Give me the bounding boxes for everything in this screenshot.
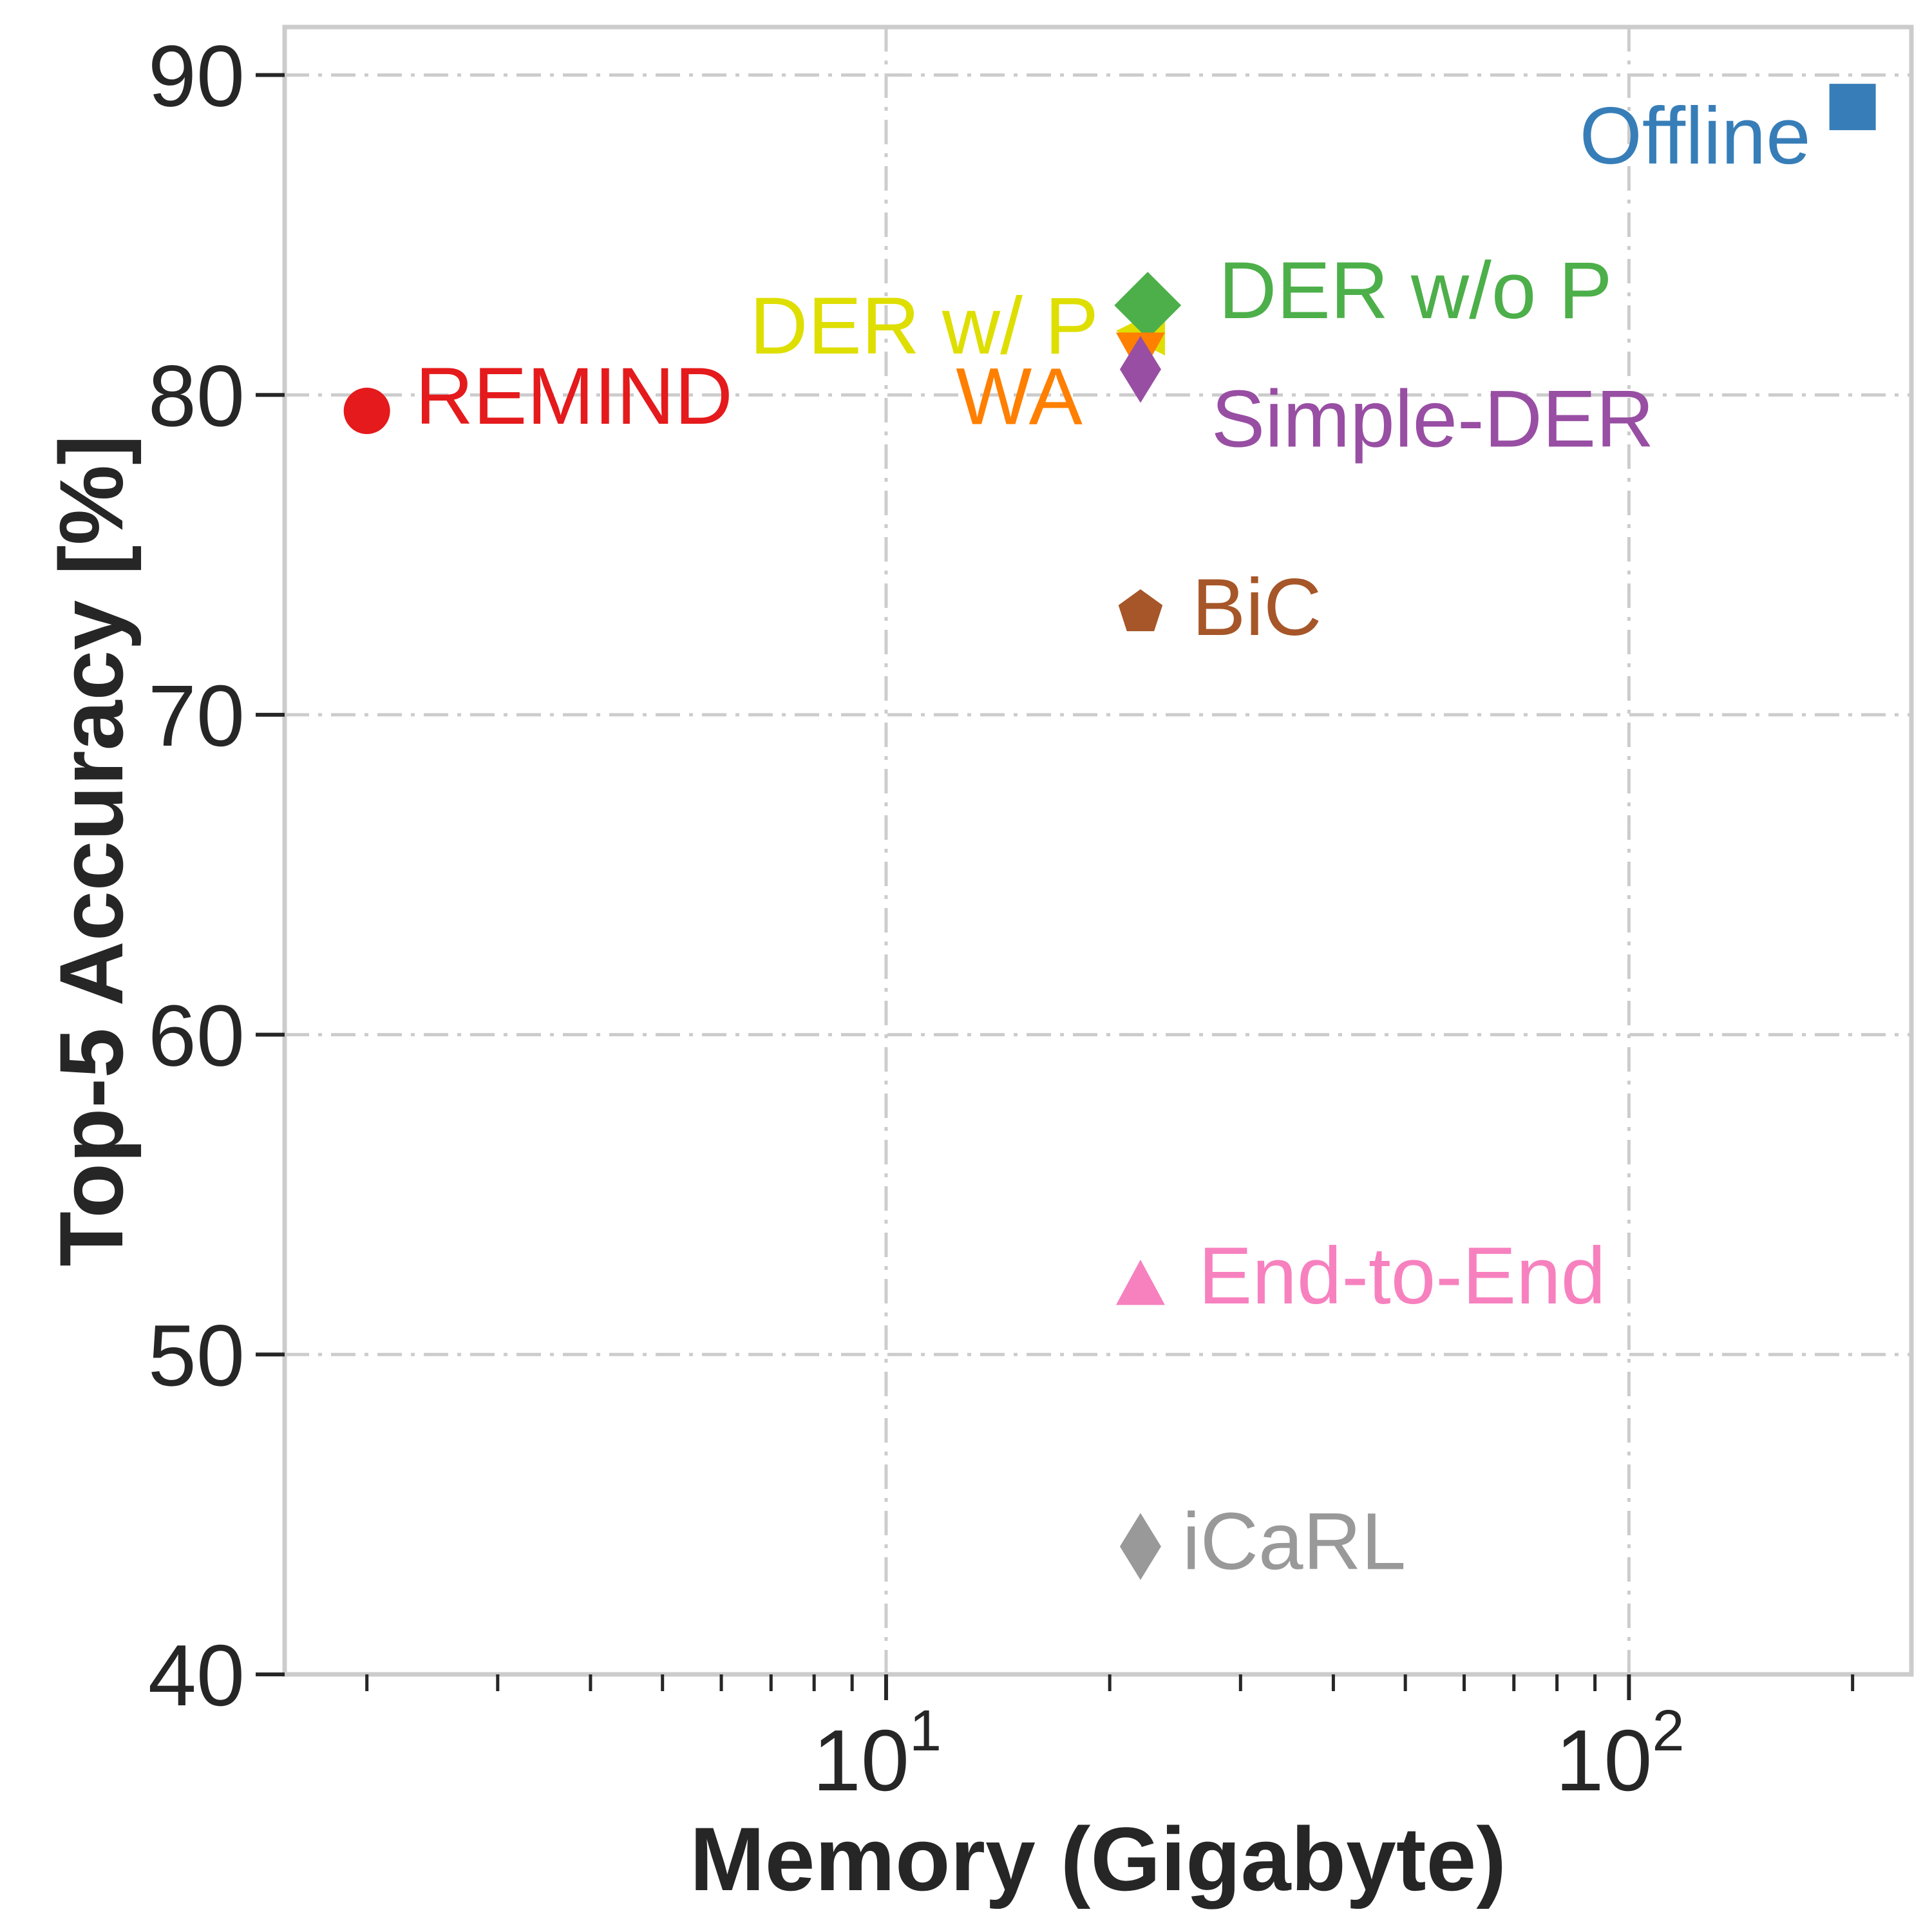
point-simple-der (1119, 336, 1161, 403)
y-tick-label: 60 (148, 987, 245, 1084)
point-offline (1829, 84, 1876, 131)
label-bic: BiC (1192, 563, 1321, 652)
y-tick-label: 70 (148, 667, 245, 764)
label-remind: REMIND (415, 352, 733, 441)
point-icarl (1119, 1513, 1161, 1580)
point-der-w-o-p (1114, 272, 1182, 339)
point-end-to-end (1115, 1260, 1165, 1305)
label-simple-der: Simple-DER (1211, 374, 1654, 464)
label-icarl: iCaRL (1182, 1497, 1406, 1586)
plot-frame (282, 24, 1914, 1677)
x-tick-label: 102 (1555, 1699, 1684, 1809)
x-tick-label: 101 (813, 1699, 942, 1809)
label-der-w-o-p: DER w/o P (1218, 246, 1612, 336)
x-axis-title: Memory (Gigabyte) (690, 1808, 1506, 1909)
label-der-w-p: DER w/ P (750, 281, 1099, 371)
tick-layer: 40 50 60 70 80 90 101 102 (148, 28, 1855, 1809)
y-axis-title: Top-5 Accuracy [%] (41, 435, 142, 1266)
label-wa: WA (956, 352, 1083, 442)
y-tick-label: 40 (148, 1627, 245, 1724)
point-remind (343, 388, 390, 435)
grid-layer (285, 27, 1911, 1674)
y-tick-label: 80 (148, 347, 245, 444)
point-bic (1118, 589, 1163, 632)
label-offline: Offline (1580, 91, 1811, 181)
y-tick-label: 50 (148, 1307, 245, 1404)
y-tick-label: 90 (148, 28, 245, 125)
label-end-to-end: End-to-End (1198, 1231, 1605, 1321)
